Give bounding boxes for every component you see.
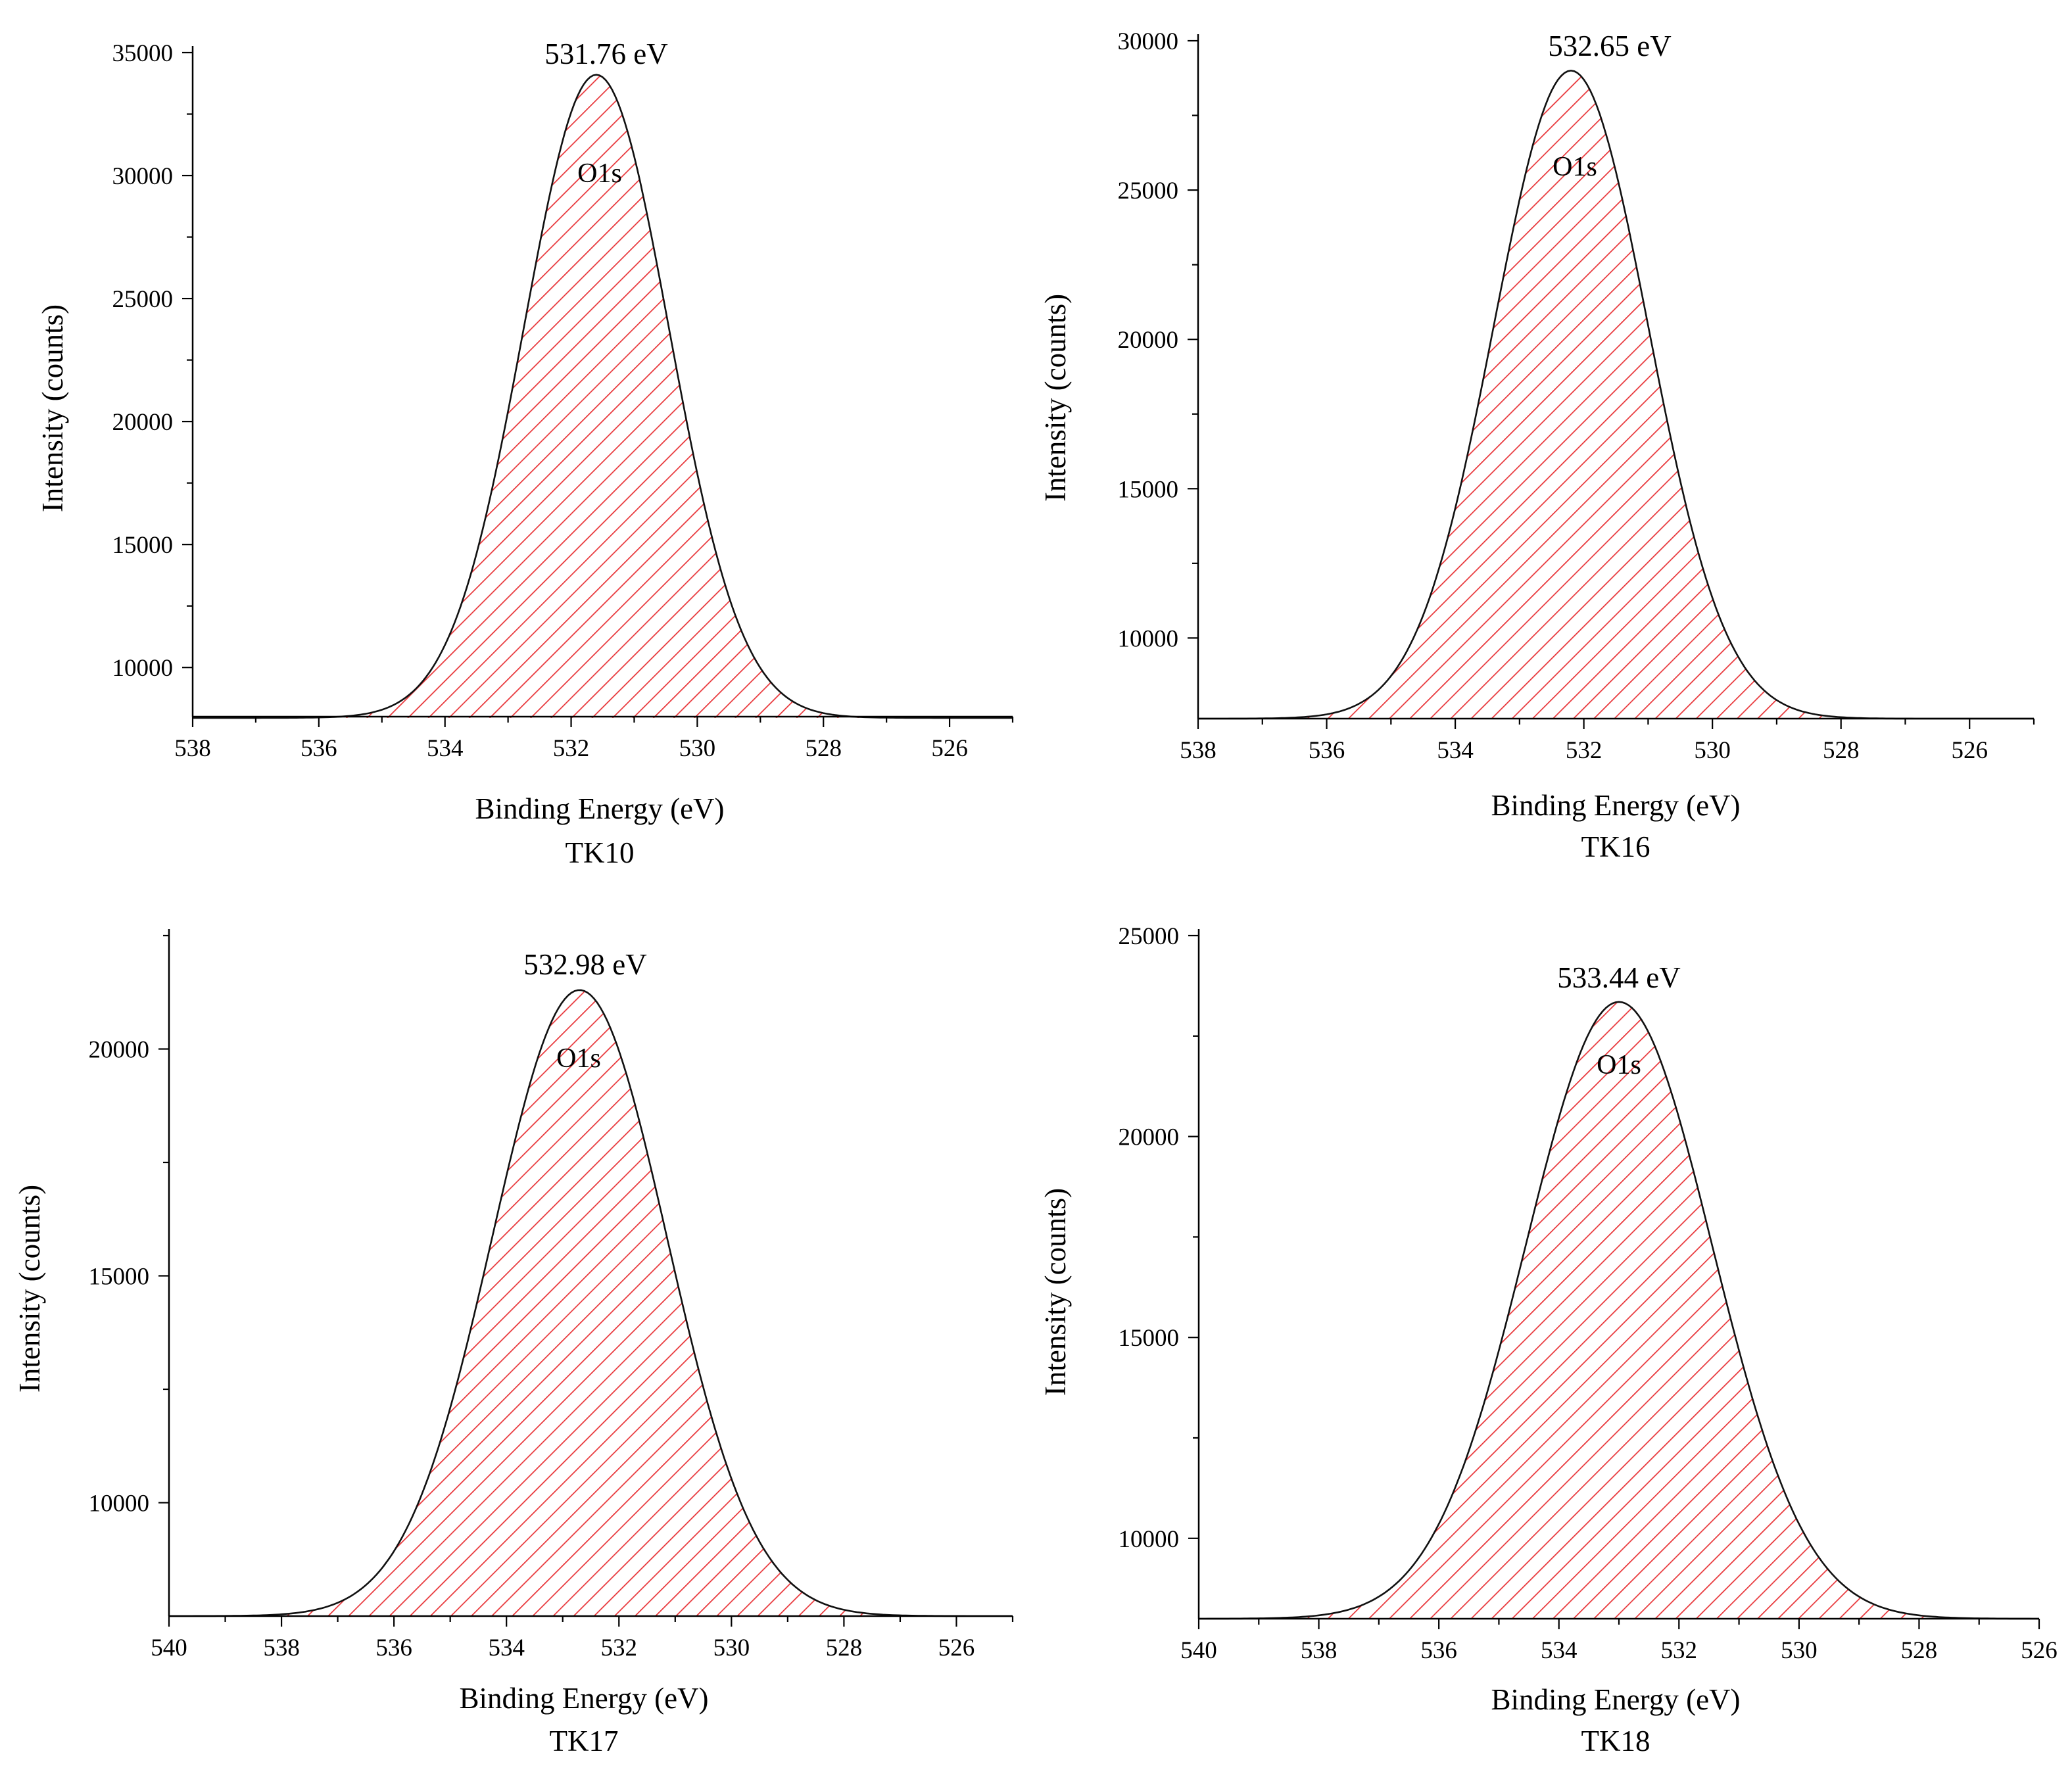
x-tick-label: 538	[1180, 737, 1217, 764]
x-tick-label: 534	[488, 1635, 525, 1661]
y-tick-label: 10000	[89, 1491, 150, 1517]
x-axis-ticks: 538 536 534 532 530 528 526	[174, 717, 1014, 762]
peak-position-label: 533.44 eV	[1557, 961, 1680, 994]
x-tick-label: 528	[826, 1635, 863, 1661]
x-tick-label: 526	[1951, 737, 1988, 764]
x-tick-label: 536	[1309, 737, 1345, 764]
x-tick-label: 532	[553, 735, 590, 762]
x-tick-label: 540	[1180, 1637, 1217, 1664]
y-tick-label: 15000	[1119, 1325, 1180, 1352]
y-tick-label: 25000	[112, 286, 174, 313]
y-tick-label: 20000	[112, 409, 174, 436]
x-tick-label: 526	[931, 735, 968, 762]
species-label: O1s	[577, 158, 622, 189]
y-tick-label: 25000	[1119, 923, 1180, 950]
x-tick-label: 526	[2021, 1637, 2058, 1664]
panel-tk18: 540 538 536 534 532 530 528 526 10000 15000 20000…	[1039, 923, 2058, 1757]
x-tick-label: 534	[427, 735, 464, 762]
y-tick-label: 10000	[1118, 625, 1179, 652]
x-tick-label: 528	[1901, 1637, 1938, 1664]
x-tick-label: 534	[1541, 1637, 1578, 1664]
x-tick-label: 528	[1823, 737, 1860, 764]
peak-position-label: 531.76 eV	[544, 37, 667, 70]
y-axis-ticks: 10000 15000 20000	[89, 934, 169, 1517]
species-label: O1s	[556, 1043, 601, 1074]
y-axis-ticks: 10000 15000 20000 25000 30000 35000	[112, 40, 193, 682]
x-tick-label: 532	[1661, 1637, 1698, 1664]
x-axis-ticks: 540 538 536 534 532 530 528 526	[1180, 1619, 2058, 1664]
x-axis-title: Binding Energy (eV)	[475, 792, 724, 825]
species-label: O1s	[1553, 152, 1597, 182]
x-axis-title: Binding Energy (eV)	[1491, 1683, 1740, 1716]
o1s-area	[169, 990, 1013, 1616]
x-tick-label: 538	[174, 735, 211, 762]
x-tick-label: 532	[601, 1635, 638, 1661]
x-axis-title: Binding Energy (eV)	[459, 1682, 708, 1715]
x-tick-label: 540	[151, 1635, 187, 1661]
x-tick-label: 526	[938, 1635, 975, 1661]
x-tick-label: 530	[679, 735, 716, 762]
y-tick-label: 15000	[112, 532, 174, 559]
y-tick-label: 30000	[1118, 28, 1179, 55]
y-tick-label: 20000	[89, 1037, 150, 1064]
sample-label: TK10	[566, 836, 635, 869]
sample-label: TK16	[1581, 830, 1650, 863]
o1s-curve	[1199, 1001, 2039, 1620]
x-axis-ticks: 540 538 536 534 532 530 528 526	[151, 1616, 1014, 1661]
x-tick-label: 530	[1781, 1637, 1818, 1664]
sample-label: TK18	[1581, 1725, 1650, 1757]
y-axis-title: Intensity (counts)	[13, 1185, 46, 1393]
y-axis-title: Intensity (counts)	[1039, 1188, 1072, 1396]
x-tick-label: 536	[1420, 1637, 1457, 1664]
x-tick-label: 530	[713, 1635, 750, 1661]
x-tick-label: 538	[263, 1635, 300, 1661]
y-tick-label: 15000	[89, 1264, 150, 1291]
species-label: O1s	[1597, 1050, 1641, 1080]
y-axis-title: Intensity (counts)	[1039, 294, 1072, 502]
x-tick-label: 532	[1566, 737, 1602, 764]
y-tick-label: 10000	[112, 655, 174, 682]
o1s-area	[1199, 1001, 2039, 1619]
y-axis-title: Intensity (counts)	[36, 304, 69, 512]
y-tick-label: 15000	[1118, 476, 1179, 503]
peak-position-label: 532.65 eV	[1548, 30, 1671, 62]
x-axis-title: Binding Energy (eV)	[1491, 789, 1740, 822]
y-axis-ticks: 10000 15000 20000 25000 30000	[1118, 28, 1198, 652]
y-tick-label: 20000	[1118, 327, 1179, 354]
y-tick-label: 25000	[1118, 178, 1179, 204]
x-tick-label: 530	[1694, 737, 1731, 764]
peak-position-label: 532.98 eV	[523, 948, 646, 981]
y-tick-label: 20000	[1119, 1124, 1180, 1151]
x-tick-label: 534	[1437, 737, 1474, 764]
panel-tk17: 540 538 536 534 532 530 528 526 10000 15000 20000…	[13, 929, 1014, 1757]
x-tick-label: 528	[805, 735, 842, 762]
x-tick-label: 538	[1301, 1637, 1337, 1664]
x-tick-label: 536	[301, 735, 337, 762]
panel-tk16: 538 536 534 532 530 528 526 10000 15000 20000 250…	[1039, 28, 2035, 863]
sample-label: TK17	[550, 1725, 619, 1757]
x-tick-label: 536	[375, 1635, 412, 1661]
y-tick-label: 10000	[1119, 1526, 1180, 1553]
y-axis-ticks: 10000 15000 20000 25000	[1119, 923, 1199, 1553]
x-axis-ticks: 538 536 534 532 530 528 526	[1180, 719, 2035, 764]
o1s-area	[193, 74, 1013, 718]
o1s-curve	[169, 989, 1013, 1617]
panel-tk10: 538 536 534 532 530 528 526 10000 15000 20000 250…	[36, 37, 1014, 869]
y-tick-label: 35000	[112, 40, 174, 67]
o1s-area	[1198, 70, 2034, 719]
y-tick-label: 30000	[112, 163, 174, 190]
